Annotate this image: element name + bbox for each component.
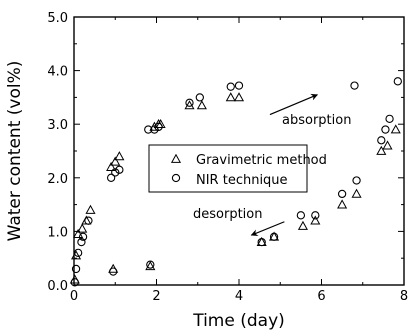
y-tick-label: 2.0	[47, 172, 68, 187]
gravimetric-point	[196, 100, 207, 110]
x-tick-label: 4	[235, 289, 243, 304]
y-tick-label: 5.0	[47, 11, 68, 26]
y-tick-label: 0.0	[47, 279, 68, 294]
gravimetric-point	[376, 145, 387, 155]
gravimetric-point	[77, 223, 88, 233]
nir-point	[352, 176, 361, 185]
gravimetric-point	[114, 151, 125, 161]
nir-point	[185, 98, 194, 107]
y-tick-label: 3.0	[47, 118, 68, 133]
nir-point	[393, 77, 402, 86]
nir-point	[377, 136, 386, 145]
y-axis-title: Water content (vol%)	[5, 61, 25, 242]
legend-label: NIR technique	[196, 173, 288, 188]
nir-point	[115, 165, 124, 174]
axis-ticks: 0 2 4 6 8 0.0 1.0 2.0 3.0 4.0 5.0	[47, 11, 408, 304]
gravimetric-point	[184, 100, 195, 110]
nir-point	[296, 211, 306, 220]
gravimetric-point	[297, 220, 308, 230]
legend-circle-marker	[171, 173, 181, 183]
gravimetric-point	[351, 188, 362, 198]
x-tick-label: 6	[317, 289, 325, 304]
x-tick-label: 2	[152, 289, 160, 304]
nir-point	[226, 82, 235, 91]
nir-point	[154, 122, 163, 132]
x-axis-title: Time (day)	[192, 311, 285, 331]
nir-point	[385, 114, 394, 123]
gravimetric-point	[310, 215, 321, 225]
legend-triangle-marker	[170, 153, 182, 163]
annotation-label: absorption	[282, 113, 351, 128]
nir-point	[195, 93, 204, 102]
gravimetric-point	[106, 161, 117, 171]
gravimetric-point	[382, 140, 393, 150]
nir-point	[111, 168, 120, 177]
gravimetric-point	[85, 204, 96, 214]
annotation-label: desorption	[193, 207, 262, 222]
nir-point	[146, 260, 155, 269]
y-tick-label: 4.0	[47, 65, 68, 80]
annotation-arrow	[250, 221, 285, 237]
nir-point	[109, 267, 118, 276]
nir-point	[257, 237, 266, 247]
nir-point	[106, 173, 116, 182]
annotations: absorption desorption	[193, 93, 351, 237]
nir-point	[381, 125, 390, 134]
nir-point	[144, 125, 153, 134]
gravimetric-point	[233, 92, 245, 102]
gravimetric-point	[337, 199, 348, 209]
nir-point	[234, 81, 244, 90]
legend-box	[148, 144, 308, 193]
annotation-arrow	[269, 93, 319, 116]
data-points	[69, 77, 402, 287]
legend-label: Gravimetric method	[196, 153, 327, 168]
nir-point	[150, 125, 159, 134]
legend: Gravimetric method NIR technique	[148, 144, 327, 193]
nir-point	[311, 211, 320, 220]
nir-point	[350, 81, 359, 90]
nir-point	[269, 232, 279, 241]
nir-point	[70, 278, 79, 287]
nir-point	[84, 216, 93, 225]
x-tick-label: 8	[400, 289, 408, 304]
nir-point	[78, 232, 88, 241]
y-tick-label: 1.0	[47, 225, 68, 240]
nir-point	[71, 264, 81, 274]
gravimetric-point	[145, 261, 156, 271]
x-tick-label: 0	[70, 289, 78, 304]
gravimetric-point	[225, 92, 236, 102]
nir-point	[73, 248, 83, 257]
gravimetric-point	[390, 124, 401, 134]
gravimetric-point	[110, 156, 121, 166]
gravimetric-point	[73, 228, 84, 238]
gravimetric-point	[71, 250, 82, 260]
nir-point	[337, 189, 347, 199]
nir-point	[77, 237, 86, 247]
